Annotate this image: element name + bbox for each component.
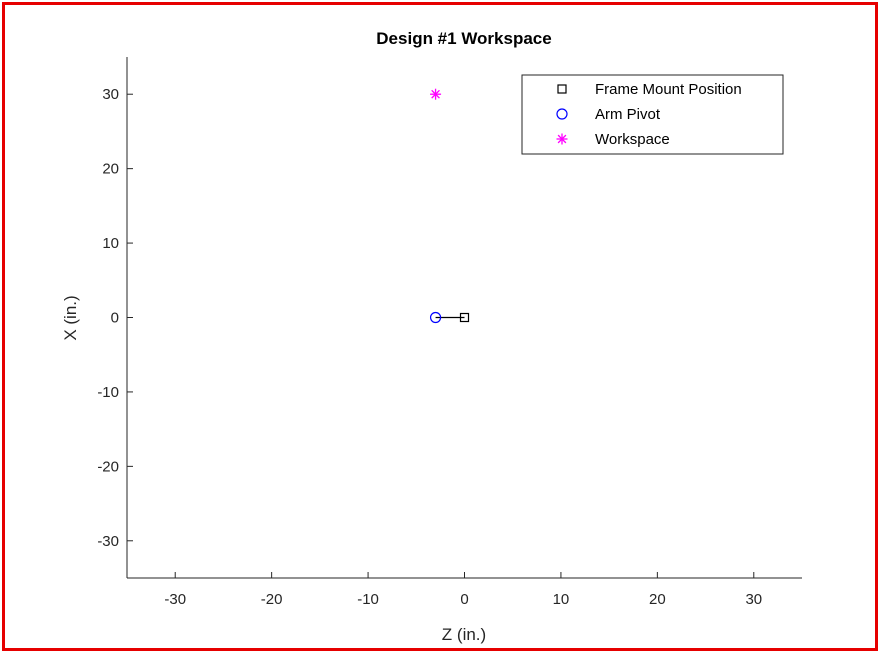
y-tick-label: 20 xyxy=(102,161,119,178)
x-tick-label: 0 xyxy=(460,591,468,608)
legend-marker-asterisk xyxy=(556,133,568,145)
data-point-square xyxy=(459,312,470,323)
y-tick-label: -30 xyxy=(97,533,119,550)
data-point-circle xyxy=(429,311,442,324)
x-tick-label: 10 xyxy=(553,591,570,608)
legend-label: Frame Mount Position xyxy=(595,81,742,98)
legend-marker-square xyxy=(557,84,567,94)
legend-label: Arm Pivot xyxy=(595,106,661,123)
y-tick-label: 0 xyxy=(111,310,119,327)
x-tick-label: -10 xyxy=(357,591,379,608)
legend-marker-circle xyxy=(556,108,568,120)
asterisk-stroke xyxy=(557,134,567,144)
y-tick-label: -10 xyxy=(97,384,119,401)
x-tick-label: -30 xyxy=(164,591,186,608)
axes-group: -30 -20 -10 0 10 20 30 -30 -20 -10 0 10 20 30 xyxy=(97,57,802,608)
x-axis-label: Z (in.) xyxy=(442,625,486,644)
y-tick-label: 30 xyxy=(102,86,119,103)
asterisk-stroke xyxy=(431,89,440,99)
y-tick-label: 10 xyxy=(102,235,119,252)
legend: Frame Mount Position Arm Pivot Workspace xyxy=(521,74,784,155)
chart-title: Design #1 Workspace xyxy=(376,29,551,48)
marks-group xyxy=(429,88,470,324)
y-axis-label: X (in.) xyxy=(61,295,80,340)
data-point-asterisk xyxy=(430,88,442,100)
x-tick-label: 30 xyxy=(745,591,762,608)
x-tick-label: -20 xyxy=(261,591,283,608)
x-tick-label: 20 xyxy=(649,591,666,608)
legend-label: Workspace xyxy=(595,131,670,148)
y-tick-label: -20 xyxy=(97,458,119,475)
